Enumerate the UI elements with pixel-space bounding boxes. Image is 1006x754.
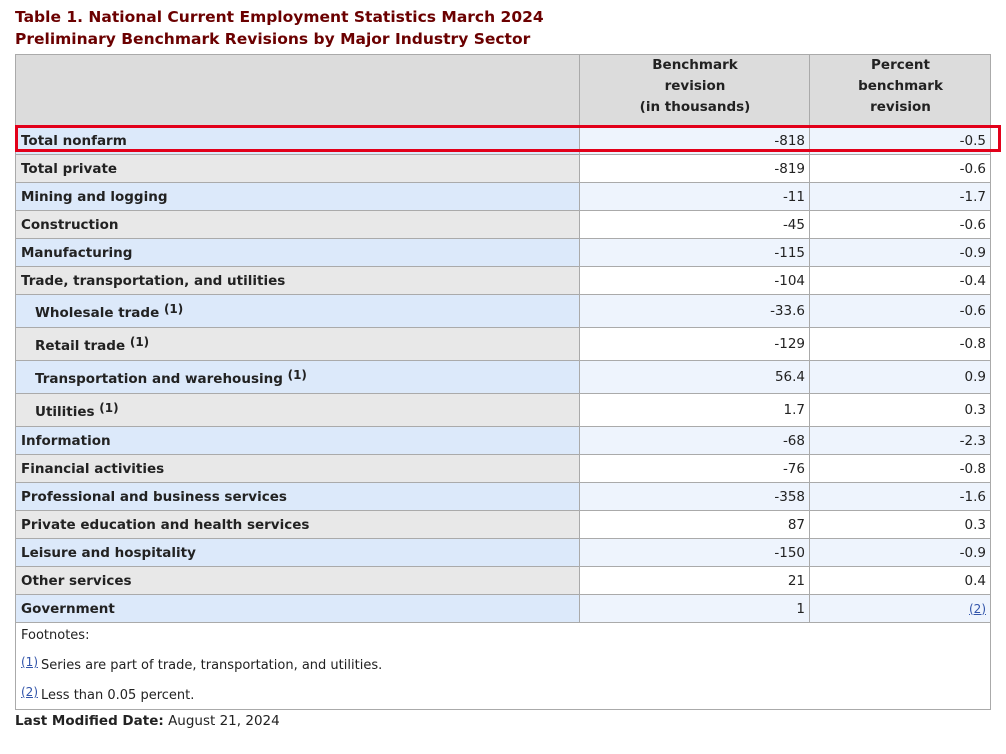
- benchmark-revision-value: -129: [579, 327, 810, 361]
- last-modified-label: Last Modified Date:: [15, 713, 164, 729]
- benchmark-revision-value: -358: [579, 482, 810, 511]
- benchmark-revision-value: -150: [579, 538, 810, 567]
- caption-title: Table 1. National Current Employment Sta…: [15, 8, 544, 26]
- table-row: Transportation and warehousing (1) 56.4 0.…: [15, 360, 991, 394]
- table-caption: Table 1. National Current Employment Sta…: [15, 6, 544, 50]
- benchmark-revision-value: -33.6: [579, 294, 810, 328]
- table-row: Mining and logging -11 -1.7: [15, 182, 991, 211]
- percent-revision-value: -2.3: [809, 426, 991, 455]
- stub-header: [15, 54, 580, 127]
- table-row: Retail trade (1) -129 -0.8: [15, 327, 991, 361]
- table-row: Professional and business services -358 -1…: [15, 482, 991, 511]
- row-label: Total private: [15, 154, 580, 183]
- benchmark-revisions-table: Benchmark revision (in thousands) Percen…: [15, 54, 991, 710]
- table-row: Other services 21 0.4: [15, 566, 991, 595]
- row-label: Private education and health services: [15, 510, 580, 539]
- table-row: Wholesale trade (1) -33.6 -0.6: [15, 294, 991, 328]
- benchmark-revision-value: -68: [579, 426, 810, 455]
- percent-revision-value: 0.3: [809, 510, 991, 539]
- footnote-2-ref[interactable]: (2): [21, 685, 38, 699]
- percent-revision-value: -0.5: [809, 126, 991, 155]
- percent-revision-value: -0.8: [809, 327, 991, 361]
- footnotes-row: Footnotes: (1) Series are part of trade, …: [15, 622, 991, 710]
- benchmark-revision-value: -11: [579, 182, 810, 211]
- percent-revision-value: -0.6: [809, 294, 991, 328]
- table-row: Government 1 (2): [15, 594, 991, 623]
- benchmark-revision-value: -45: [579, 210, 810, 239]
- table-row: Total nonfarm -818 -0.5: [15, 126, 991, 155]
- footnote-reference: (1): [163, 301, 184, 316]
- row-label: Utilities (1): [15, 393, 580, 427]
- table-row: Utilities (1) 1.7 0.3: [15, 393, 991, 427]
- table-row: Trade, transportation, and utilities -104…: [15, 266, 991, 295]
- row-label: Retail trade (1): [15, 327, 580, 361]
- row-label: Other services: [15, 566, 580, 595]
- benchmark-revision-value: -104: [579, 266, 810, 295]
- row-label: Manufacturing: [15, 238, 580, 267]
- percent-revision-value: -0.8: [809, 454, 991, 483]
- benchmark-revision-value: 87: [579, 510, 810, 539]
- table-row: Leisure and hospitality -150 -0.9: [15, 538, 991, 567]
- benchmark-revision-value: 1: [579, 594, 810, 623]
- percent-revision-value: -0.6: [809, 210, 991, 239]
- benchmark-revision-value: -76: [579, 454, 810, 483]
- percent-revision-value: -1.7: [809, 182, 991, 211]
- benchmark-revision-value: 56.4: [579, 360, 810, 394]
- row-label: Professional and business services: [15, 482, 580, 511]
- table-row: Financial activities -76 -0.8: [15, 454, 991, 483]
- row-label: Trade, transportation, and utilities: [15, 266, 580, 295]
- benchmark-revision-value: 21: [579, 566, 810, 595]
- caption-subtitle: Preliminary Benchmark Revisions by Major…: [15, 30, 531, 48]
- table-row: Total private -819 -0.6: [15, 154, 991, 183]
- row-label: Financial activities: [15, 454, 580, 483]
- percent-revision-value: 0.4: [809, 566, 991, 595]
- row-label: Information: [15, 426, 580, 455]
- row-label: Government: [15, 594, 580, 623]
- benchmark-revision-value: -818: [579, 126, 810, 155]
- footnote-1-ref[interactable]: (1): [21, 655, 38, 669]
- footnotes-title: Footnotes:: [21, 628, 90, 643]
- footnotes: Footnotes: (1) Series are part of trade, …: [15, 622, 991, 710]
- row-label: Construction: [15, 210, 580, 239]
- footnote-reference: (1): [287, 367, 307, 382]
- row-label: Total nonfarm: [15, 126, 580, 155]
- percent-revision-value: -0.9: [809, 538, 991, 567]
- table-row: Private education and health services 87 0…: [15, 510, 991, 539]
- row-label: Wholesale trade (1): [15, 294, 580, 328]
- percent-revision-value: -1.6: [809, 482, 991, 511]
- benchmark-revision-header: Benchmark revision (in thousands): [579, 54, 810, 127]
- last-modified-date: August 21, 2024: [168, 713, 280, 729]
- percent-revision-value: -0.4: [809, 266, 991, 295]
- benchmark-revision-value: 1.7: [579, 393, 810, 427]
- percent-revision-value: -0.6: [809, 154, 991, 183]
- percent-revision-value: 0.9: [809, 360, 991, 394]
- percent-revision-value: (2): [809, 594, 991, 623]
- header-row: Benchmark revision (in thousands) Percen…: [15, 54, 991, 127]
- percent-revision-value: -0.9: [809, 238, 991, 267]
- row-label: Transportation and warehousing (1): [15, 360, 580, 394]
- row-label: Leisure and hospitality: [15, 538, 580, 567]
- footnote-1: (1) Series are part of trade, transportat…: [21, 655, 383, 673]
- benchmark-revision-value: -115: [579, 238, 810, 267]
- table-row: Manufacturing -115 -0.9: [15, 238, 991, 267]
- row-label: Mining and logging: [15, 182, 580, 211]
- table-row: Information -68 -2.3: [15, 426, 991, 455]
- table-row: Construction -45 -0.6: [15, 210, 991, 239]
- footnote-2-link[interactable]: (2): [969, 601, 986, 616]
- benchmark-revision-value: -819: [579, 154, 810, 183]
- percent-revision-header: Percent benchmark revision: [809, 54, 991, 127]
- last-modified: Last Modified Date: August 21, 2024: [15, 713, 280, 729]
- footnote-reference: (1): [129, 334, 150, 349]
- footnote-2: (2) Less than 0.05 percent.: [21, 685, 195, 703]
- percent-revision-value: 0.3: [809, 393, 991, 427]
- footnote-reference: (1): [99, 400, 119, 415]
